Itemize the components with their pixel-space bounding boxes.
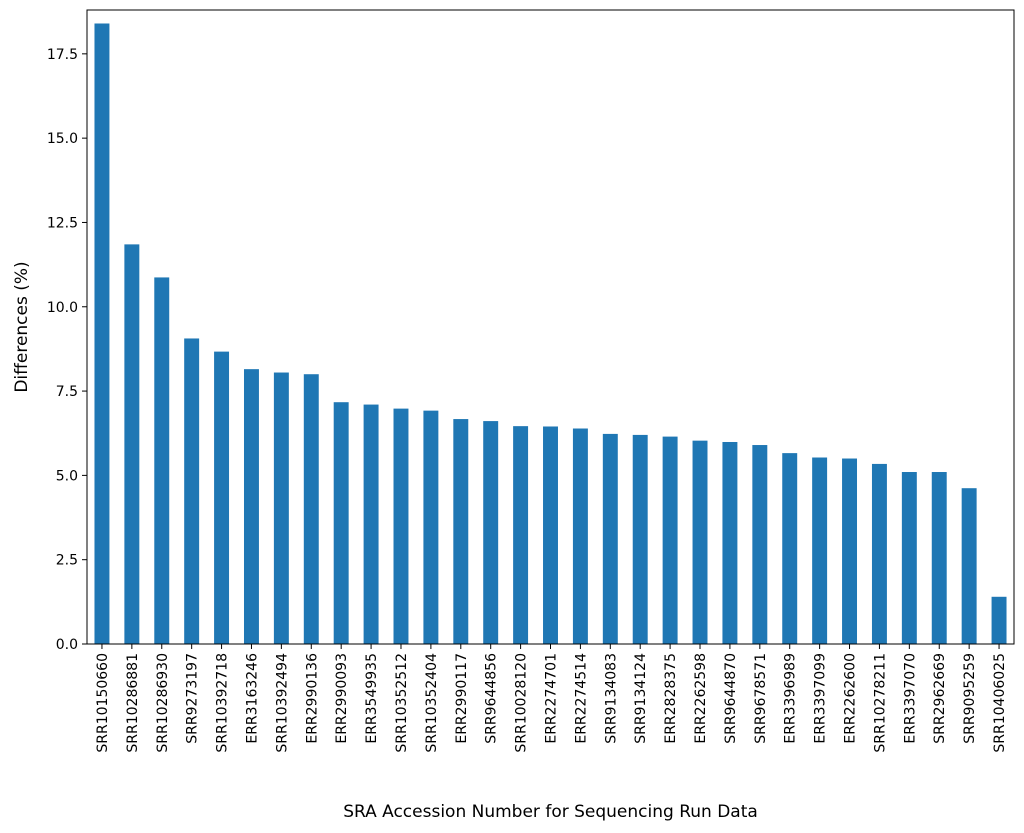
bar xyxy=(812,457,828,644)
bar xyxy=(243,369,259,644)
x-axis-title: SRA Accession Number for Sequencing Run … xyxy=(343,802,758,822)
y-tick-label: 0.0 xyxy=(56,637,78,653)
y-tick-label: 5.0 xyxy=(56,468,78,484)
x-tick-label: SRR10352512 xyxy=(394,653,410,753)
x-tick-label: ERR3549935 xyxy=(364,653,380,744)
bar xyxy=(543,426,558,644)
x-tick-label: SRR10028120 xyxy=(514,653,530,753)
x-tick-label: SRR10406025 xyxy=(992,653,1008,753)
bar xyxy=(871,463,887,644)
bar xyxy=(393,408,409,644)
x-tick-label: SRR10286881 xyxy=(125,653,141,753)
bar xyxy=(632,434,648,644)
y-tick-label: 2.5 xyxy=(56,553,78,569)
x-tick-label: SRR10278211 xyxy=(872,653,888,753)
x-tick-label: SRR9678571 xyxy=(753,653,769,744)
x-tick-label: SRR9644856 xyxy=(484,653,500,744)
bar xyxy=(782,453,798,644)
x-tick-label: SRR9273197 xyxy=(185,653,201,744)
bars-group xyxy=(94,23,1007,644)
bar xyxy=(572,428,588,644)
x-tick-label: ERR3163246 xyxy=(244,653,260,744)
bar xyxy=(483,421,499,644)
bar xyxy=(303,374,319,644)
bar xyxy=(273,372,289,644)
x-tick-label: SRR10286930 xyxy=(155,653,171,753)
x-tick-label: SRR10392494 xyxy=(274,653,290,753)
x-tick-label: ERR2262598 xyxy=(693,653,709,744)
x-tick-label: SRR9134083 xyxy=(603,653,619,744)
bar xyxy=(154,277,170,644)
x-tick-label: ERR3397070 xyxy=(902,653,918,744)
x-tick-label: ERR2990117 xyxy=(454,653,470,744)
bar xyxy=(961,488,977,644)
bar xyxy=(94,23,110,644)
x-tick-label: ERR2262600 xyxy=(843,653,859,744)
y-axis-title: Differences (%) xyxy=(12,261,32,392)
bar xyxy=(692,440,708,644)
x-tick-label: SRR2962669 xyxy=(932,653,948,744)
y-tick-label: 7.5 xyxy=(56,384,78,400)
bar xyxy=(363,404,379,644)
y-tick-label: 12.5 xyxy=(47,215,78,231)
bar xyxy=(602,433,618,644)
bar xyxy=(662,436,678,644)
x-tick-label: SRR10150660 xyxy=(95,653,111,753)
bar xyxy=(214,351,230,644)
x-tick-label: SRR9134124 xyxy=(633,653,649,744)
y-tick-label: 17.5 xyxy=(47,47,78,63)
bar xyxy=(991,596,1007,644)
x-tick-label: SRR10352404 xyxy=(424,653,440,753)
x-tick-label: ERR2990093 xyxy=(334,653,350,744)
bar xyxy=(931,472,947,644)
x-tick-label: ERR2990136 xyxy=(304,653,320,744)
x-tick-label: ERR3397099 xyxy=(813,653,829,744)
bar xyxy=(722,441,738,644)
x-tick-label: ERR2828375 xyxy=(663,653,679,744)
bar xyxy=(184,338,200,644)
bar xyxy=(423,410,439,644)
bar xyxy=(842,458,858,644)
bar xyxy=(513,426,529,644)
x-tick-label: ERR3396989 xyxy=(783,653,799,744)
bar xyxy=(333,402,349,644)
x-tick-label: SRR10392718 xyxy=(215,653,231,753)
bar xyxy=(453,419,469,644)
x-axis-ticks: SRR10150660 SRR10286881 SRR10286930 SRR9273… xyxy=(95,644,1008,753)
y-tick-label: 15.0 xyxy=(47,131,78,147)
bar xyxy=(124,244,140,644)
bar xyxy=(752,445,768,644)
x-tick-label: ERR2274514 xyxy=(573,653,589,744)
bar xyxy=(901,472,917,644)
y-tick-label: 10.0 xyxy=(47,300,78,316)
y-axis-ticks: 0.0 2.5 5.0 7.5 10.0 12.5 15.0 17.5 xyxy=(47,47,87,653)
x-tick-label: ERR2274701 xyxy=(544,653,560,744)
x-tick-label: SRR9644870 xyxy=(723,653,739,744)
x-tick-label: SRR9095259 xyxy=(962,653,978,744)
